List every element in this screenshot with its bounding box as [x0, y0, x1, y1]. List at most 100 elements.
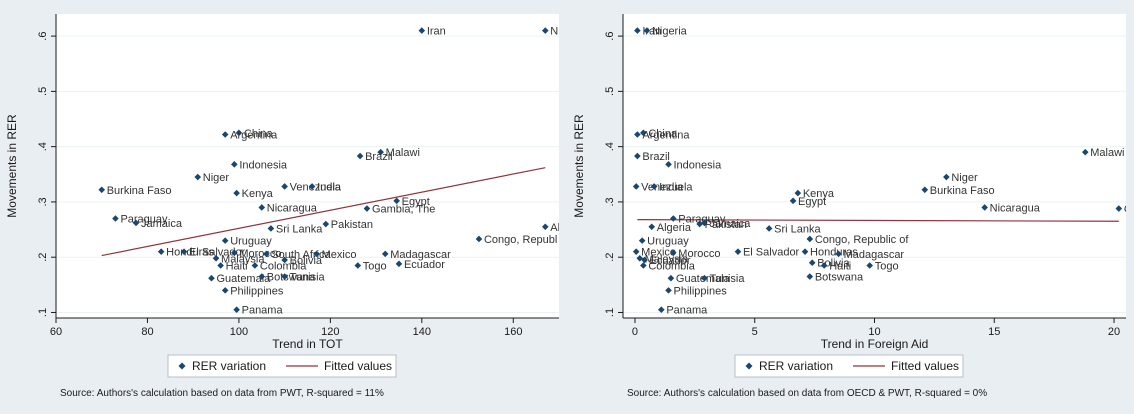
data-point-south-africa[interactable] — [263, 250, 270, 258]
x-tick-label: 20 — [1108, 326, 1120, 338]
data-point-sri-lanka[interactable] — [765, 225, 773, 232]
data-point-ecuador[interactable] — [395, 260, 403, 268]
data-point-el-salvador[interactable] — [180, 248, 188, 255]
point-label-paraguay: Paraguay — [678, 214, 726, 226]
point-label-honduras: Honduras — [166, 247, 214, 259]
data-point-malawi[interactable] — [1081, 148, 1089, 156]
data-point-iran[interactable] — [634, 27, 641, 34]
data-point-gambia-the[interactable] — [363, 205, 371, 212]
data-point-pakistan[interactable] — [322, 220, 330, 228]
data-point-egypt[interactable] — [789, 197, 797, 205]
data-point-nicaragua[interactable] — [981, 204, 988, 211]
data-point-tunisia[interactable] — [701, 274, 708, 282]
data-point-iran[interactable] — [418, 27, 426, 34]
point-label-malawi: Malawi — [1090, 147, 1124, 159]
point-label-haiti: Haiti — [829, 260, 851, 272]
point-label-india: India — [317, 181, 342, 193]
data-point-kenya[interactable] — [794, 189, 802, 197]
legend-box — [167, 354, 397, 378]
data-point-bolivia[interactable] — [808, 259, 816, 267]
data-point-togo[interactable] — [354, 262, 362, 269]
data-point-venezuela[interactable] — [632, 183, 640, 190]
data-point-uruguay[interactable] — [638, 237, 646, 244]
plot-area — [56, 14, 559, 318]
data-point-indonesia[interactable] — [231, 161, 238, 168]
data-point-venezuela[interactable] — [281, 183, 288, 190]
data-point-bolivia[interactable] — [281, 256, 288, 264]
point-label-philippines: Philippines — [674, 285, 728, 297]
data-point-paraguay[interactable] — [112, 215, 119, 222]
data-point-mexico[interactable] — [313, 250, 320, 258]
data-point-honduras[interactable] — [157, 248, 165, 255]
data-point-malaysia[interactable] — [636, 255, 644, 262]
data-point-brazil[interactable] — [634, 152, 641, 160]
data-point-niger[interactable] — [943, 173, 950, 181]
point-label-egypt: Egypt — [798, 196, 826, 208]
point-label-togo: Togo — [363, 260, 387, 272]
y-tick-label: .3 — [37, 197, 49, 206]
data-point-panama[interactable] — [233, 306, 240, 314]
x-tick-label: 100 — [230, 326, 248, 338]
data-point-pakistan[interactable] — [696, 220, 703, 228]
point-label-sri-lanka: Sri Lanka — [276, 223, 323, 235]
point-label-botswana: Botswana — [267, 272, 316, 284]
data-point-botswana[interactable] — [258, 273, 266, 280]
data-point-panama[interactable] — [658, 306, 665, 314]
point-label-uruguay: Uruguay — [230, 236, 272, 248]
data-point-argentina[interactable] — [634, 131, 641, 138]
data-point-malawi[interactable] — [377, 148, 384, 156]
data-point-uruguay[interactable] — [221, 237, 229, 244]
data-point-ga[interactable] — [1115, 205, 1123, 212]
data-point-colombia[interactable] — [251, 262, 259, 269]
data-point-congo-republ[interactable] — [475, 235, 483, 243]
data-point-botswana[interactable] — [806, 273, 814, 280]
point-label-alg: Alg — [550, 222, 566, 234]
x-tick-label: 5 — [752, 326, 758, 338]
data-point-burkina-faso[interactable] — [921, 186, 929, 194]
data-point-niger[interactable] — [194, 173, 202, 181]
data-point-jamaica[interactable] — [701, 219, 708, 227]
data-point-morocco[interactable] — [231, 249, 238, 257]
point-label-congo-republic-of: Congo, Republic of — [815, 234, 910, 246]
data-point-togo[interactable] — [866, 262, 874, 269]
point-label-el-salvador: El Salvador — [189, 247, 246, 259]
data-point-nicaragua[interactable] — [258, 204, 266, 211]
point-label-guatemala: Guatemala — [216, 273, 271, 285]
data-point-haiti[interactable] — [820, 262, 828, 269]
data-point-guatemala[interactable] — [667, 274, 675, 282]
data-point-madagascar[interactable] — [835, 250, 842, 258]
data-point-alg[interactable] — [541, 223, 549, 231]
legend-label-fitted-values: Fitted values — [324, 359, 392, 373]
data-point-india[interactable] — [650, 183, 658, 190]
data-point-colombia[interactable] — [640, 262, 647, 269]
point-label-ecuador: Ecuador — [650, 255, 691, 267]
data-point-brazil[interactable] — [356, 152, 364, 160]
data-point-kenya[interactable] — [233, 189, 240, 197]
data-point-china[interactable] — [235, 129, 243, 137]
data-point-india[interactable] — [308, 183, 316, 190]
data-point-jamaica[interactable] — [132, 219, 140, 227]
data-point-sri-lanka[interactable] — [267, 225, 275, 232]
data-point-mexico[interactable] — [632, 248, 640, 255]
data-point-nig[interactable] — [541, 27, 549, 34]
data-point-morocco[interactable] — [670, 249, 677, 257]
point-label-tunisia: Tunisia — [290, 272, 326, 284]
data-point-congo-republic-of[interactable] — [806, 235, 814, 243]
data-point-philippines[interactable] — [221, 287, 229, 294]
data-point-china[interactable] — [640, 129, 647, 137]
data-point-madagascar[interactable] — [381, 250, 389, 258]
data-point-egypt[interactable] — [393, 197, 400, 205]
data-point-malaysia[interactable] — [212, 255, 220, 262]
data-point-algeria[interactable] — [648, 223, 656, 231]
source-note: Source: Authors's calculation based on d… — [627, 388, 988, 399]
data-point-paraguay[interactable] — [670, 215, 677, 222]
point-label-ga: Ga — [1124, 204, 1134, 216]
data-point-tunisia[interactable] — [281, 273, 288, 280]
data-point-guatemala[interactable] — [208, 274, 215, 282]
point-label-togo: Togo — [875, 260, 899, 272]
data-point-argentina[interactable] — [221, 131, 229, 138]
data-point-burkina-faso[interactable] — [98, 186, 106, 194]
point-label-bolivia: Bolivia — [290, 255, 323, 267]
data-point-haiti[interactable] — [217, 262, 224, 269]
